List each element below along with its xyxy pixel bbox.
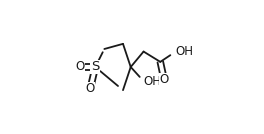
Text: OH: OH [144,75,162,88]
Text: O: O [86,82,95,95]
Text: S: S [91,60,100,74]
Text: O: O [86,82,95,95]
Text: OH: OH [144,75,162,88]
Text: O: O [159,73,169,86]
Text: OH: OH [176,45,194,58]
Text: OH: OH [176,45,194,58]
Text: S: S [91,60,100,74]
Text: O: O [159,73,169,86]
Text: O: O [75,60,84,74]
Text: O: O [75,60,84,74]
